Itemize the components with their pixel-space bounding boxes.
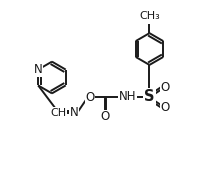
Text: O: O (100, 110, 109, 123)
Text: H: H (125, 92, 133, 102)
Text: NH: NH (119, 90, 137, 103)
Text: CH: CH (51, 108, 67, 118)
Text: N: N (70, 106, 79, 119)
Text: O: O (160, 101, 169, 114)
Text: O: O (85, 91, 95, 104)
Text: O: O (160, 81, 169, 94)
Text: S: S (144, 89, 155, 104)
Text: N: N (34, 63, 43, 76)
Text: CH₃: CH₃ (139, 11, 160, 21)
